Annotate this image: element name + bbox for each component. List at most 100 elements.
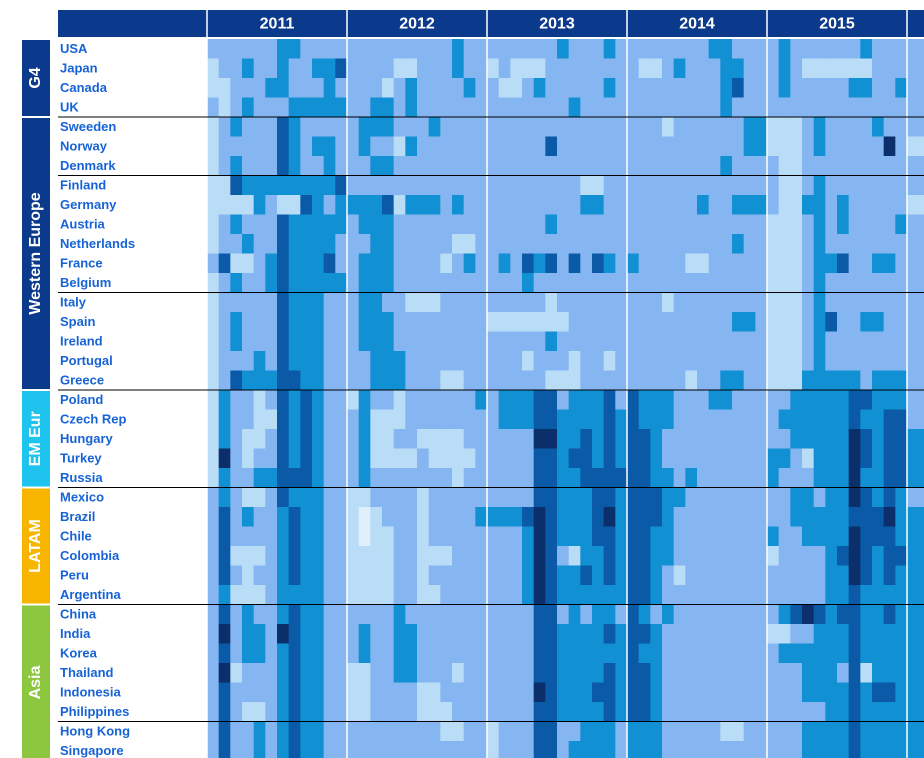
- heat-cell: [265, 721, 278, 742]
- heat-cell: [860, 741, 873, 758]
- row-label: Ireland: [60, 334, 103, 349]
- heat-cell: [708, 429, 721, 449]
- heat-cell: [288, 292, 301, 313]
- heat-cell: [300, 78, 313, 98]
- heat-cell: [708, 604, 721, 625]
- heat-cell: [312, 663, 325, 683]
- heat-cell: [347, 273, 360, 293]
- heat-cell: [767, 702, 780, 722]
- heat-cell: [837, 97, 850, 118]
- heat-cell: [708, 526, 721, 547]
- heat-cell: [837, 214, 850, 235]
- heat-cell: [802, 507, 815, 527]
- heat-cell: [405, 78, 418, 98]
- heat-cell: [253, 663, 266, 683]
- heat-cell: [277, 370, 290, 391]
- heat-cell: [265, 39, 278, 59]
- heat-cell: [475, 546, 488, 566]
- heat-cell: [778, 156, 791, 176]
- heat-cell: [335, 273, 348, 293]
- heat-cell: [382, 136, 395, 157]
- heat-cell: [778, 312, 791, 332]
- heat-cell: [685, 682, 698, 703]
- heat-cell: [545, 234, 558, 254]
- heat-cell: [207, 643, 220, 664]
- heat-cell: [755, 175, 768, 196]
- heat-cell: [312, 253, 325, 274]
- heat-cell: [778, 175, 791, 196]
- heat-cell: [568, 487, 581, 508]
- heat-cell: [510, 546, 523, 566]
- heat-cell: [452, 507, 465, 527]
- heat-cell: [557, 214, 570, 235]
- header-bar-left: [58, 10, 207, 37]
- heat-cell: [673, 741, 686, 758]
- heat-cell: [417, 526, 430, 547]
- heat-cell: [685, 156, 698, 176]
- heat-cell: [487, 741, 500, 758]
- heat-cell: [592, 78, 605, 98]
- heat-cell: [533, 448, 546, 469]
- row-label: Singapore: [60, 743, 124, 758]
- heat-cell: [312, 136, 325, 157]
- heat-cell: [685, 351, 698, 371]
- heat-cell: [732, 643, 745, 664]
- heat-cell: [242, 624, 255, 644]
- heat-cell: [382, 663, 395, 683]
- heat-cell: [627, 487, 640, 508]
- heat-cell: [708, 546, 721, 566]
- heat-cell: [872, 156, 885, 176]
- heat-cell: [720, 331, 733, 352]
- heat-cell: [347, 117, 360, 137]
- heat-cell: [312, 526, 325, 547]
- heat-cell: [615, 448, 628, 469]
- heat-cell: [732, 390, 745, 410]
- heat-cell: [475, 526, 488, 547]
- heat-cell: [428, 58, 441, 79]
- heat-cell: [755, 312, 768, 332]
- heat-cell: [393, 273, 406, 293]
- heat-cell: [790, 136, 803, 157]
- heat-cell: [498, 156, 511, 176]
- heat-cell: [405, 604, 418, 625]
- heat-cell: [650, 370, 663, 391]
- heat-cell: [557, 526, 570, 547]
- heat-cell: [393, 331, 406, 352]
- heat-cell: [288, 643, 301, 664]
- heat-cell: [872, 741, 885, 758]
- heat-cell: [673, 409, 686, 430]
- heat-cell: [557, 292, 570, 313]
- heat-cell: [393, 721, 406, 742]
- heat-cell: [627, 136, 640, 157]
- heat-cell: [627, 507, 640, 527]
- heat-cell: [405, 409, 418, 430]
- heat-cell: [440, 117, 453, 137]
- heat-cell: [522, 78, 535, 98]
- heat-cell: [323, 312, 336, 332]
- heat-cell: [907, 175, 924, 196]
- heat-cell: [895, 429, 908, 449]
- heat-cell: [253, 741, 266, 758]
- heat-cell: [755, 721, 768, 742]
- heat-cell: [872, 214, 885, 235]
- heat-cell: [557, 721, 570, 742]
- heat-cell: [207, 39, 220, 59]
- heat-cell: [638, 292, 651, 313]
- heat-cell: [907, 487, 924, 508]
- heat-cell: [218, 468, 231, 488]
- heat-cell: [790, 565, 803, 586]
- heat-cell: [347, 526, 360, 547]
- heat-cell: [370, 604, 383, 625]
- heat-cell: [230, 390, 243, 410]
- heat-cell: [312, 370, 325, 391]
- heat-cell: [872, 663, 885, 683]
- heat-cell: [592, 97, 605, 118]
- heat-cell: [685, 663, 698, 683]
- heat-cell: [312, 702, 325, 722]
- heat-cell: [778, 234, 791, 254]
- heat-cell: [323, 214, 336, 235]
- heat-cell: [428, 526, 441, 547]
- heat-cell: [253, 585, 266, 605]
- heat-cell: [592, 195, 605, 215]
- heat-cell: [265, 195, 278, 215]
